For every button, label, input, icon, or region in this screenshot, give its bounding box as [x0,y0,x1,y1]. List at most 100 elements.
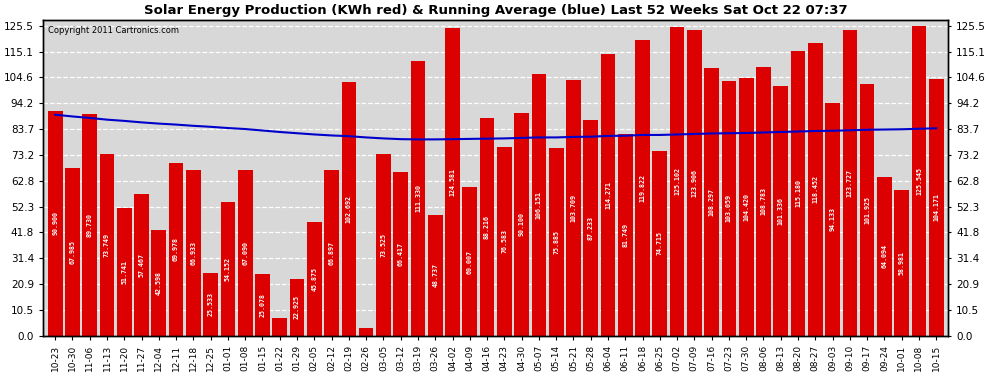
Text: 25.078: 25.078 [259,292,265,316]
Text: 101.925: 101.925 [864,196,870,224]
Bar [566,80,581,336]
Text: 48.737: 48.737 [433,263,439,287]
Bar [428,215,443,336]
Text: 66.933: 66.933 [190,241,196,265]
Text: 69.978: 69.978 [173,237,179,261]
Bar [773,86,788,336]
Bar [48,111,62,336]
Text: 89.730: 89.730 [87,213,93,237]
Text: 103.709: 103.709 [570,194,576,222]
Text: 81.749: 81.749 [623,223,629,247]
Bar [376,154,391,336]
Text: 60.007: 60.007 [466,249,473,273]
Bar [272,318,287,336]
Bar [446,28,459,336]
Text: 74.715: 74.715 [656,231,663,255]
Bar [877,177,892,336]
Text: 90.900: 90.900 [52,211,58,236]
Bar [514,113,529,336]
Text: 108.297: 108.297 [709,188,715,216]
Bar [842,30,857,336]
Text: 94.133: 94.133 [830,207,836,231]
Text: 51.741: 51.741 [121,260,128,284]
Bar [480,118,494,336]
Bar [636,40,649,336]
Bar [687,30,702,336]
Text: 64.094: 64.094 [881,244,887,268]
Bar [411,61,426,336]
Text: 73.525: 73.525 [380,233,386,257]
Bar [117,208,132,336]
Bar [894,190,909,336]
Title: Solar Energy Production (KWh red) & Running Average (blue) Last 52 Weeks Sat Oct: Solar Energy Production (KWh red) & Runn… [144,4,847,17]
Bar [65,168,80,336]
Bar [601,54,616,336]
Text: 119.822: 119.822 [640,174,645,202]
Text: 42.598: 42.598 [155,271,161,295]
Text: 102.692: 102.692 [346,195,351,223]
Bar [929,78,943,336]
Bar [652,151,667,336]
Bar [255,274,270,336]
Bar [100,154,114,336]
Bar [739,78,753,336]
Text: 124.581: 124.581 [449,168,455,196]
Bar [342,82,356,336]
Bar [791,51,805,336]
Bar [238,170,252,336]
Text: 114.271: 114.271 [605,181,611,209]
Text: 101.336: 101.336 [778,196,784,225]
Bar [135,194,148,336]
Text: 103.059: 103.059 [726,194,732,222]
Bar [497,147,512,336]
Bar [859,84,874,336]
Text: 73.749: 73.749 [104,232,110,256]
Text: 76.583: 76.583 [501,229,507,253]
Text: 66.417: 66.417 [398,242,404,266]
Text: 67.985: 67.985 [69,240,75,264]
Text: 125.545: 125.545 [916,166,922,195]
Bar [722,81,737,336]
Bar [290,279,304,336]
Bar [151,231,166,336]
Text: 88.216: 88.216 [484,215,490,239]
Bar [826,103,840,336]
Text: 123.906: 123.906 [691,169,697,197]
Bar [704,68,719,336]
Text: Copyright 2011 Cartronics.com: Copyright 2011 Cartronics.com [48,26,178,35]
Bar [756,67,771,336]
Bar [912,26,927,336]
Text: 58.981: 58.981 [899,251,905,275]
Text: 104.171: 104.171 [934,193,940,221]
Bar [548,148,563,336]
Text: 111.330: 111.330 [415,184,421,212]
Bar [203,273,218,336]
Bar [82,114,97,336]
Text: 54.152: 54.152 [225,257,231,281]
Bar [168,163,183,336]
Text: 118.452: 118.452 [813,176,819,203]
Bar [358,328,373,336]
Bar [186,170,201,336]
Bar [583,120,598,336]
Text: 57.467: 57.467 [139,253,145,277]
Text: 115.180: 115.180 [795,180,801,207]
Text: 45.875: 45.875 [311,267,318,291]
Bar [808,43,823,336]
Bar [532,74,546,336]
Text: 75.885: 75.885 [553,230,559,254]
Bar [462,188,477,336]
Text: 25.533: 25.533 [208,292,214,316]
Bar [221,202,236,336]
Text: 66.897: 66.897 [329,241,335,265]
Text: 104.420: 104.420 [743,193,749,221]
Text: 125.102: 125.102 [674,167,680,195]
Text: 22.925: 22.925 [294,295,300,319]
Text: 123.727: 123.727 [846,169,852,197]
Text: 87.233: 87.233 [588,216,594,240]
Text: 108.783: 108.783 [760,188,766,215]
Text: 67.090: 67.090 [243,241,248,265]
Bar [618,134,633,336]
Text: 106.151: 106.151 [536,190,542,219]
Bar [670,27,684,336]
